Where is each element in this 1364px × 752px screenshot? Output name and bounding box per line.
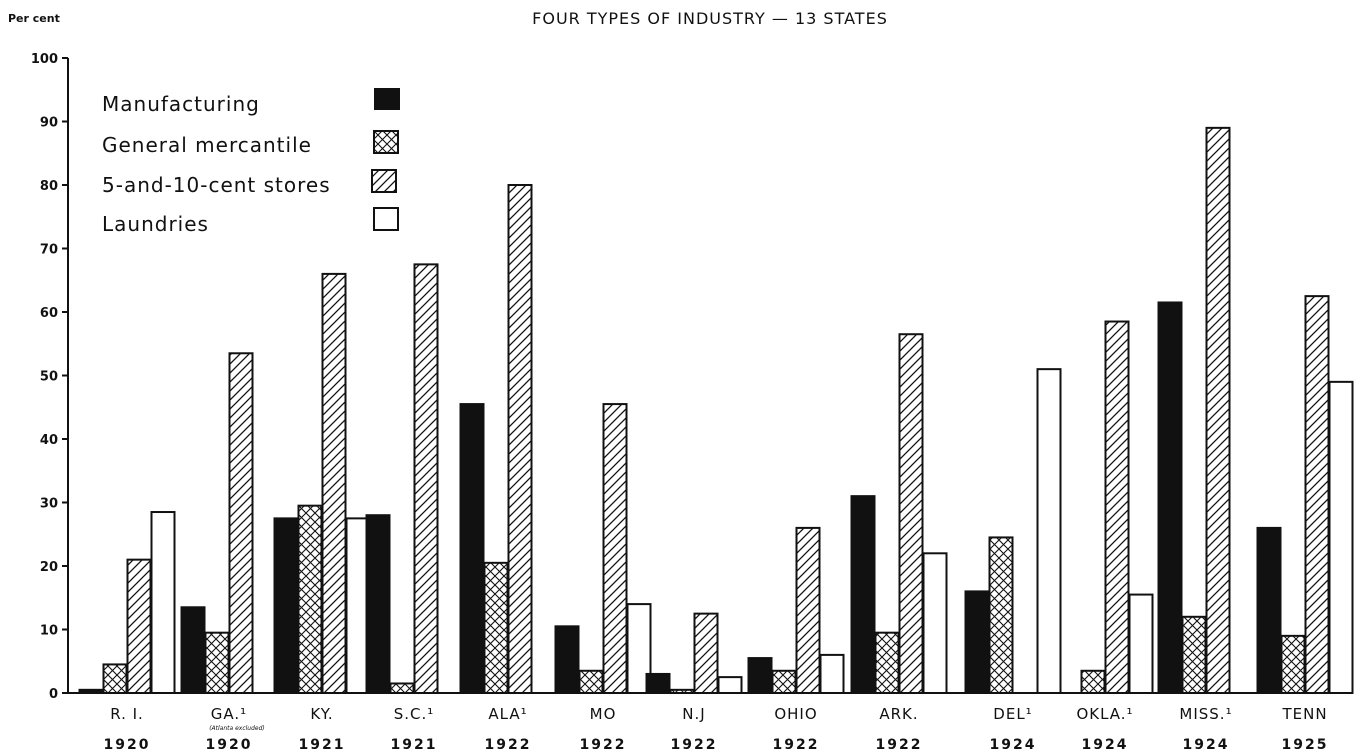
x-tick-label: MO [590,705,617,723]
bar-5-and-10-cent-stores-r-i [126,558,152,695]
bar-general-mercantile-okla [1080,669,1106,695]
bar-general-mercantile-ark [874,631,900,694]
x-year-label: 1921 [391,737,438,752]
x-year-label: 1924 [1183,737,1230,752]
bar-manufacturing-tenn [1256,526,1282,695]
bar-general-mercantile-s-c [389,682,415,694]
bar-laundries-okla [1128,593,1154,695]
category-labels: R. I. 1920 GA.¹ 1920 (Atlanta excluded) KY. 19… [104,705,1329,752]
bar-5-and-10-cent-stores-ohio [795,526,821,695]
x-tick-label: S.C.¹ [394,705,435,723]
bar-laundries-mo [626,603,652,694]
legend-label-5-and-10-cent-stores: 5-and-10-cent stores [102,173,331,197]
y-tick-label: 30 [40,497,58,512]
x-tick-label: KY. [310,705,333,723]
x-tick-label: GA.¹ [211,705,247,723]
legend-swatch-laundries [373,207,399,231]
bar-general-mercantile-miss [1181,615,1207,694]
bar-manufacturing-mo [554,625,580,695]
y-tick-label: 70 [40,243,58,258]
x-year-label: 1922 [773,737,820,752]
bar-general-mercantile-mo [578,669,604,695]
bar-general-mercantile-tenn [1280,634,1306,694]
bars [78,126,1354,695]
bar-5-and-10-cent-stores-ky [321,272,347,694]
chart-title: FOUR TYPES OF INDUSTRY — 13 STATES [532,9,888,28]
legend-swatch-manufacturing [374,88,400,110]
bar-manufacturing-del [964,590,990,695]
x-year-label: 1925 [1282,737,1329,752]
x-tick-label: OKLA.¹ [1076,705,1133,723]
bar-5-and-10-cent-stores-mo [602,403,628,694]
bar-laundries-del [1036,368,1062,694]
y-tick-label: 100 [31,52,58,67]
x-year-label: 1920 [104,737,151,752]
bar-laundries-r-i [150,511,176,695]
bar-manufacturing-ala [459,403,485,694]
bar-manufacturing-s-c [365,514,391,695]
bar-general-mercantile-ala [483,561,509,695]
y-tick-label: 20 [40,560,58,575]
bar-manufacturing-n-j [645,672,671,695]
bar-general-mercantile-ky [297,504,323,694]
y-tick-label: 0 [49,687,58,702]
bar-5-and-10-cent-stores-miss [1205,126,1231,695]
x-tick-label: TENN [1281,705,1327,723]
y-axis-label: Per cent [8,12,60,25]
bar-general-mercantile-del [988,536,1014,694]
legend-label-general-mercantile: General mercantile [102,133,312,157]
bar-laundries-ark [922,552,948,694]
bar-5-and-10-cent-stores-s-c [413,263,439,694]
y-tick-label: 10 [40,624,58,639]
bar-5-and-10-cent-stores-ga [228,352,254,694]
y-tick-label: 80 [40,179,58,194]
x-year-label: 1924 [1082,737,1129,752]
x-tick-label: MISS.¹ [1179,705,1232,723]
bar-laundries-tenn [1328,380,1354,694]
bar-general-mercantile-n-j [669,688,695,695]
x-year-label: 1922 [671,737,718,752]
x-tick-label: ALA¹ [488,705,527,723]
y-tick-label: 50 [40,370,58,385]
x-tick-label: N.J [682,705,705,723]
legend-label-laundries: Laundries [102,212,209,236]
legend: Manufacturing General mercantile 5-and-1… [102,88,400,236]
x-year-label: 1922 [485,737,532,752]
x-tick-label: OHIO [774,705,817,723]
bar-manufacturing-ark [850,495,876,694]
bar-laundries-ohio [819,653,845,695]
bar-5-and-10-cent-stores-ark [898,333,924,694]
x-tick-label: R. I. [110,705,144,723]
bar-manufacturing-r-i [78,688,104,695]
x-tick-label: DEL¹ [993,705,1032,723]
x-tick-label: ARK. [879,705,918,723]
bar-general-mercantile-r-i [102,663,128,694]
x-year-label: 1921 [299,737,346,752]
y-tick-label: 90 [40,116,58,131]
bar-5-and-10-cent-stores-okla [1104,320,1130,694]
bar-general-mercantile-ga [204,631,230,694]
bar-general-mercantile-ohio [771,669,797,695]
x-year-label: 1920 [206,737,253,752]
x-year-label: 1922 [580,737,627,752]
bar-manufacturing-ohio [747,657,773,695]
legend-swatch-5-and-10-cent-stores [371,169,397,193]
bar-5-and-10-cent-stores-ala [507,184,533,694]
y-tick-label: 40 [40,433,58,448]
legend-swatch-general-mercantile [373,130,399,154]
y-tick-label: 60 [40,306,58,321]
bar-manufacturing-ga [180,606,206,695]
bar-5-and-10-cent-stores-tenn [1304,295,1330,694]
bar-5-and-10-cent-stores-n-j [693,612,719,694]
bar-laundries-n-j [717,676,743,694]
legend-label-manufacturing: Manufacturing [102,92,260,116]
x-year-label: 1924 [990,737,1037,752]
bar-manufacturing-ky [273,517,299,694]
x-category-note: (Atlanta excluded) [209,725,265,732]
x-year-label: 1922 [876,737,923,752]
bar-manufacturing-miss [1157,301,1183,694]
